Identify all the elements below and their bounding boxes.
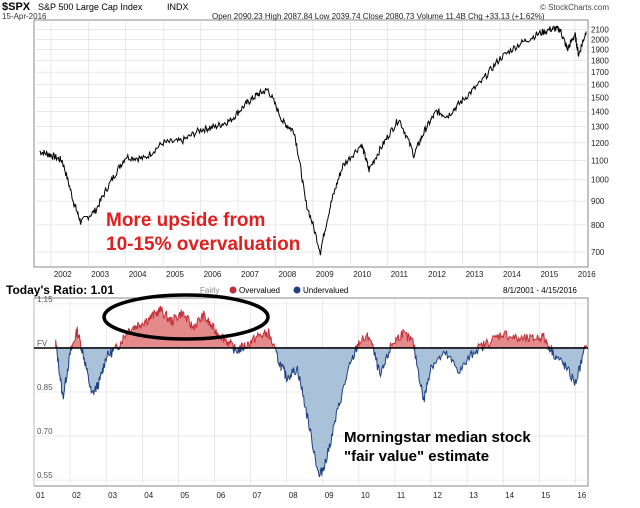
ratio-x-tick-label: 04 xyxy=(144,491,153,500)
ratio-x-tick-label: 14 xyxy=(505,491,514,500)
price-series-line xyxy=(39,25,587,256)
date-range-label: 8/1/2001 - 4/15/2016 xyxy=(503,286,577,295)
ratio-x-tick-label: 16 xyxy=(577,491,586,500)
price-x-tick-label: 2004 xyxy=(129,270,147,279)
legend-undervalued-marker xyxy=(293,286,301,294)
price-y-tick-label: 2100 xyxy=(591,25,609,34)
price-x-tick-label: 2005 xyxy=(166,270,184,279)
symbol-label: $SPX xyxy=(2,1,31,13)
ratio-x-tick-label: 11 xyxy=(397,491,406,500)
price-y-tick-label: 1400 xyxy=(591,108,609,117)
price-y-tick-label: 700 xyxy=(591,248,605,257)
ratio-x-tick-label: 13 xyxy=(469,491,478,500)
price-y-tick-label: 1200 xyxy=(591,139,609,148)
price-x-tick-label: 2010 xyxy=(353,270,371,279)
ratio-x-tick-label: 01 xyxy=(36,491,45,500)
legend-fairly: Fairly xyxy=(200,286,220,295)
morningstar-annotation-line2: "fair value" estimate xyxy=(344,448,489,465)
price-x-tick-label: 2016 xyxy=(578,270,596,279)
price-x-tick-label: 2002 xyxy=(54,270,72,279)
source-credit: © StockCharts.com xyxy=(540,3,609,12)
ratio-x-tick-label: 15 xyxy=(541,491,550,500)
price-x-tick-label: 2015 xyxy=(540,270,558,279)
price-panel-frame xyxy=(33,19,589,268)
ratio-x-tick-label: 12 xyxy=(433,491,442,500)
ratio-x-tick-label: 09 xyxy=(325,491,334,500)
ratio-x-tick-label: 10 xyxy=(361,491,370,500)
ratio-x-tick-label: 07 xyxy=(253,491,262,500)
todays-ratio-label: Today's Ratio: 1.01 xyxy=(6,283,114,297)
highlight-ellipse xyxy=(102,293,270,341)
price-y-tick-label: 1800 xyxy=(591,57,609,66)
price-x-tick-label: 2011 xyxy=(391,270,409,279)
price-x-tick-label: 2014 xyxy=(503,270,521,279)
ohlc-readout: Open 2090.23 High 2087.84 Low 2039.74 Cl… xyxy=(212,12,545,21)
price-x-tick-label: 2012 xyxy=(428,270,446,279)
ratio-y-tick-label: 0.85 xyxy=(37,383,53,392)
price-y-tick-label: 900 xyxy=(591,197,605,206)
date-label: 15-Apr-2016 xyxy=(2,12,47,21)
price-y-tick-label: 1600 xyxy=(591,81,609,90)
upside-annotation-line2: 10-15% overvaluation xyxy=(106,234,300,255)
price-y-tick-label: 800 xyxy=(591,221,605,230)
price-y-tick-label: 1100 xyxy=(591,156,609,165)
ratio-y-tick-label: 0.55 xyxy=(37,471,53,480)
legend-overvalued-label: Overvalued xyxy=(239,286,280,295)
price-x-tick-label: 2003 xyxy=(91,270,109,279)
price-x-tick-label: 2007 xyxy=(241,270,259,279)
upside-annotation-line1: More upside from xyxy=(106,210,265,231)
price-y-tick-label: 1500 xyxy=(591,94,609,103)
legend-undervalued-label: Undervalued xyxy=(303,286,348,295)
price-y-tick-label: 1300 xyxy=(591,123,609,132)
ratio-y-axis: 1.15 FV 0.85 0.70 0.55 xyxy=(37,295,53,480)
ratio-x-tick-label: 05 xyxy=(180,491,189,500)
ratio-x-tick-label: 08 xyxy=(289,491,298,500)
price-x-tick-label: 2008 xyxy=(278,270,296,279)
price-x-tick-label: 2006 xyxy=(204,270,222,279)
price-x-tick-label: 2013 xyxy=(466,270,484,279)
ratio-x-tick-label: 06 xyxy=(216,491,225,500)
ratio-y-tick-label: 1.15 xyxy=(37,295,53,304)
price-y-tick-label: 1700 xyxy=(591,68,609,77)
legend-overvalued-marker xyxy=(229,286,237,294)
ratio-x-tick-label: 03 xyxy=(108,491,117,500)
morningstar-annotation-line1: Morningstar median stock xyxy=(344,429,531,446)
price-y-tick-label: 2000 xyxy=(591,35,609,44)
ratio-x-tick-label: 02 xyxy=(72,491,81,500)
ratio-x-axis: 01 02 03 04 05 06 07 08 09 10 11 12 13 14 15 16 xyxy=(36,491,587,500)
ratio-y-tick-label: FV xyxy=(37,339,48,348)
exchange-label: INDX xyxy=(167,2,189,12)
price-x-axis: 2002 2003 2004 2005 2006 2007 2008 2009 2010 2011… xyxy=(54,270,596,279)
ratio-y-tick-label: 0.70 xyxy=(37,427,53,436)
index-name: S&P 500 Large Cap Index xyxy=(38,2,143,12)
price-x-tick-label: 2009 xyxy=(316,270,334,279)
price-y-tick-label: 1000 xyxy=(591,176,609,185)
price-y-tick-label: 1900 xyxy=(591,46,609,55)
